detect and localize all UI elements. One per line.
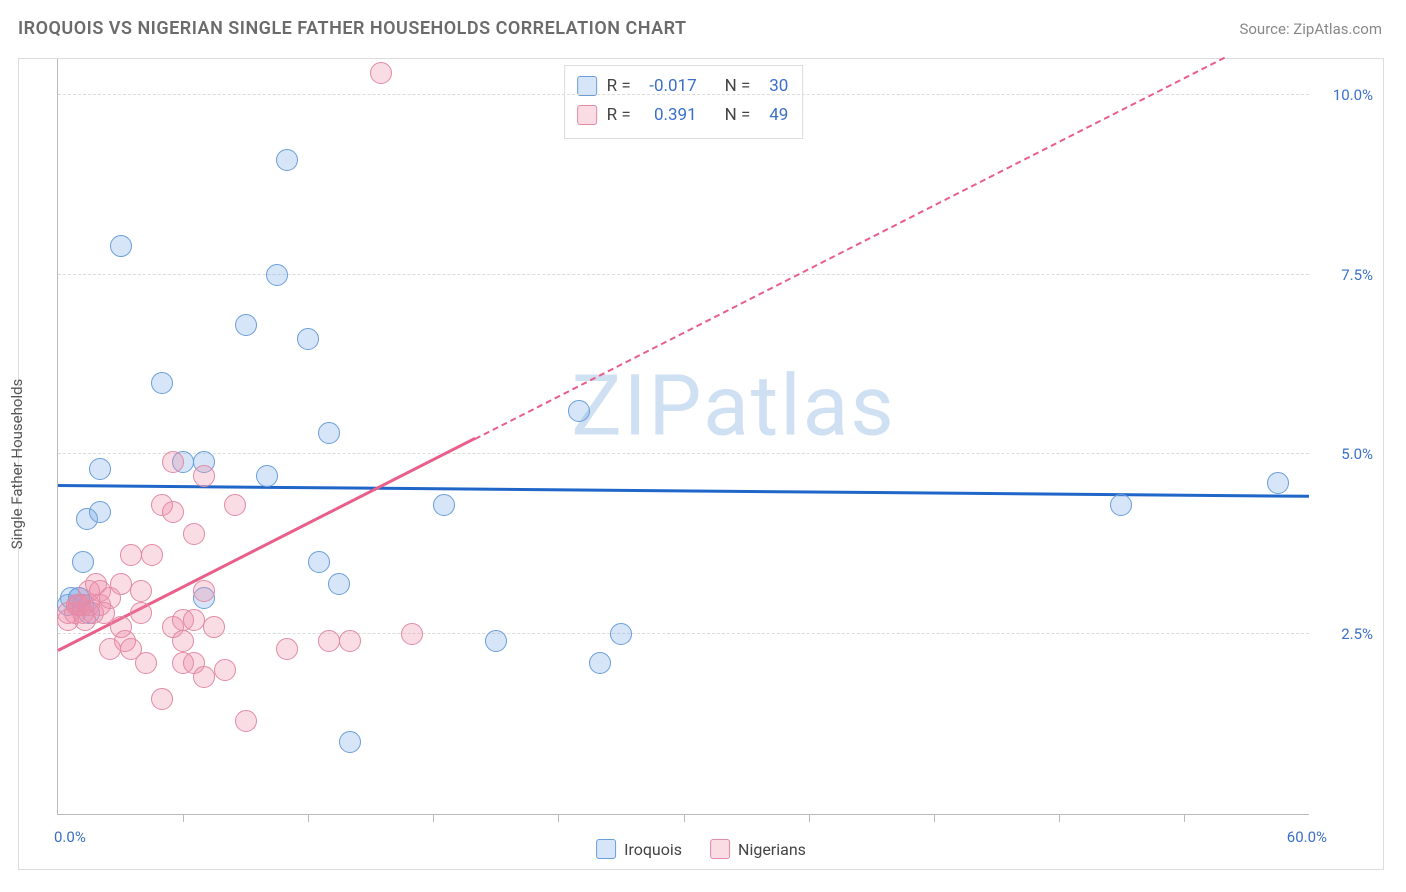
gridline <box>58 633 1309 634</box>
nigerians-point <box>172 630 194 652</box>
x-tick <box>1184 814 1185 822</box>
nigerians-legend-label: Nigerians <box>738 840 806 859</box>
y-tick-label: 2.5% <box>1341 625 1373 643</box>
nigerians-point <box>370 62 392 84</box>
nigerians-point <box>235 710 257 732</box>
x-axis-max-label: 60.0% <box>1287 828 1327 846</box>
iroquois-point <box>276 149 298 171</box>
iroquois-point <box>235 314 257 336</box>
nigerians-point <box>120 544 142 566</box>
chart-container: Single Father Households ZIPatlas R =-0.… <box>18 58 1384 870</box>
gridline <box>58 453 1309 454</box>
iroquois-point <box>89 501 111 523</box>
stat-r-value: -0.017 <box>641 72 697 101</box>
iroquois-point <box>266 264 288 286</box>
nigerians-point <box>141 544 163 566</box>
x-tick <box>934 814 935 822</box>
nigerians-point <box>224 494 246 516</box>
iroquois-point <box>339 731 361 753</box>
nigerians-swatch <box>577 105 597 125</box>
x-tick <box>308 814 309 822</box>
stat-r-value: 0.391 <box>641 101 697 130</box>
nigerians-point <box>203 616 225 638</box>
y-tick-label: 5.0% <box>1341 445 1373 463</box>
x-tick <box>684 814 685 822</box>
legend: Iroquois Nigerians <box>596 839 806 859</box>
x-tick <box>558 814 559 822</box>
x-tick <box>809 814 810 822</box>
legend-item-nigerians: Nigerians <box>710 839 806 859</box>
stat-n-label: N = <box>725 101 751 130</box>
stats-row-nigerians: R = 0.391 N = 49 <box>577 101 789 130</box>
iroquois-point <box>110 235 132 257</box>
nigerians-point <box>193 580 215 602</box>
nigerians-point <box>193 465 215 487</box>
nigerians-point <box>193 666 215 688</box>
nigerians-point <box>401 623 423 645</box>
iroquois-point <box>568 400 590 422</box>
gridline <box>58 94 1309 95</box>
nigerians-point <box>151 688 173 710</box>
iroquois-point <box>256 465 278 487</box>
iroquois-point <box>610 623 632 645</box>
x-tick <box>1059 814 1060 822</box>
chart-title: IROQUOIS VS NIGERIAN SINGLE FATHER HOUSE… <box>18 18 687 39</box>
y-tick-label: 10.0% <box>1333 86 1373 104</box>
stats-row-iroquois: R = -0.017 N = 30 <box>577 72 789 101</box>
iroquois-point <box>318 422 340 444</box>
x-tick <box>183 814 184 822</box>
iroquois-point <box>485 630 507 652</box>
stat-r-label: R = <box>607 101 631 130</box>
nigerians-point <box>130 580 152 602</box>
y-tick-label: 7.5% <box>1341 266 1373 284</box>
plot-area: ZIPatlas R =-0.017N =30R =0.391N =49 0.0… <box>57 59 1309 815</box>
nigerians-point <box>130 602 152 624</box>
nigerians-point <box>318 630 340 652</box>
nigerians-point <box>183 609 205 631</box>
iroquois-point <box>1267 472 1289 494</box>
iroquois-legend-label: Iroquois <box>624 840 682 859</box>
stat-n-value: 30 <box>760 72 788 101</box>
gridline <box>58 274 1309 275</box>
stats-box: R = -0.017 N = 30 R = 0.391 N = 49 <box>564 65 804 139</box>
source-label: Source: ZipAtlas.com <box>1239 20 1382 38</box>
iroquois-point <box>308 551 330 573</box>
iroquois-point <box>297 328 319 350</box>
y-axis-label: Single Father Households <box>8 379 26 550</box>
x-tick <box>433 814 434 822</box>
stat-n-value: 49 <box>760 101 788 130</box>
iroquois-point <box>89 458 111 480</box>
iroquois-point <box>72 551 94 573</box>
nigerians-legend-swatch <box>710 839 730 859</box>
x-axis-min-label: 0.0% <box>54 828 86 846</box>
iroquois-point <box>151 372 173 394</box>
nigerians-point <box>183 523 205 545</box>
watermark: ZIPatlas <box>571 357 895 456</box>
nigerians-point <box>339 630 361 652</box>
nigerians-point <box>162 501 184 523</box>
iroquois-point <box>328 573 350 595</box>
nigerians-point <box>214 659 236 681</box>
nigerians-point <box>162 451 184 473</box>
legend-item-iroquois: Iroquois <box>596 839 682 859</box>
nigerians-point <box>276 638 298 660</box>
nigerians-point <box>110 573 132 595</box>
iroquois-point <box>433 494 455 516</box>
iroquois-legend-swatch <box>596 839 616 859</box>
stat-n-label: N = <box>725 72 751 101</box>
iroquois-point <box>589 652 611 674</box>
nigerians-point <box>135 652 157 674</box>
stat-r-label: R = <box>607 72 631 101</box>
iroquois-point <box>1110 494 1132 516</box>
